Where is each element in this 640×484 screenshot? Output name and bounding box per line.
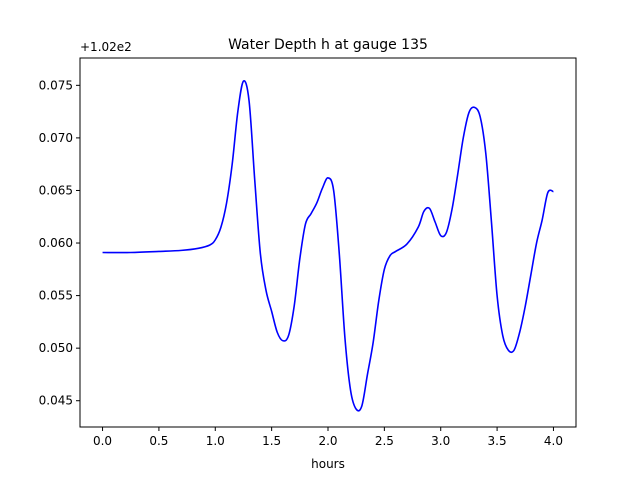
x-axis-ticks: 0.0 0.5 1.0 1.5 2.0 2.5 3.0 3.5 4.0 xyxy=(93,427,563,448)
series-line xyxy=(102,80,554,412)
x-axis-label: hours xyxy=(311,457,345,471)
x-tick-label: 1.5 xyxy=(262,434,281,448)
y-offset-label: +1.02e2 xyxy=(80,40,132,54)
y-tick-label: 0.050 xyxy=(39,341,73,355)
y-tick-label: 0.060 xyxy=(39,236,73,250)
x-tick-label: 3.5 xyxy=(488,434,507,448)
x-tick-label: 4.0 xyxy=(544,434,563,448)
plot-frame xyxy=(79,57,577,428)
x-tick-label: 1.0 xyxy=(206,434,225,448)
y-tick-label: 0.065 xyxy=(39,183,73,197)
y-tick-label: 0.070 xyxy=(39,131,73,145)
x-tick-label: 2.0 xyxy=(318,434,337,448)
y-tick-label: 0.045 xyxy=(39,394,73,408)
y-tick-label: 0.075 xyxy=(39,78,73,92)
chart-title: Water Depth h at gauge 135 xyxy=(228,37,428,53)
x-tick-label: 3.0 xyxy=(431,434,450,448)
x-tick-label: 0.0 xyxy=(93,434,112,448)
y-axis-ticks: 0.045 0.050 0.055 0.060 0.065 0.070 0.075 xyxy=(39,78,80,408)
y-tick-label: 0.055 xyxy=(39,289,73,303)
x-tick-label: 2.5 xyxy=(375,434,394,448)
x-tick-label: 0.5 xyxy=(149,434,168,448)
